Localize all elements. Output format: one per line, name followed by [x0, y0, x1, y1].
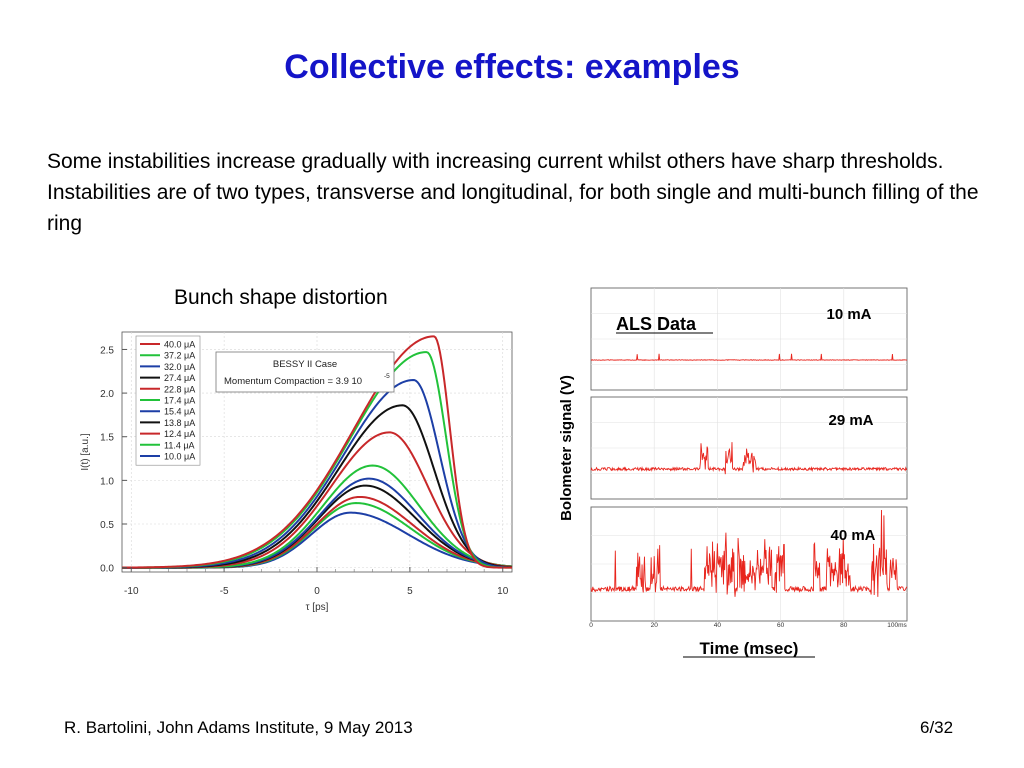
bunch-annotation-box: BESSY II Case Momentum Compaction = 3.9 1…	[215, 351, 395, 393]
bunch-y-axis-label: I(t) [a.u.]	[80, 433, 91, 470]
bunch-annotation-line1: BESSY II Case	[273, 359, 337, 370]
bunch-x-axis-label: τ [ps]	[306, 602, 329, 613]
bunch-x-tick-label: -10	[124, 586, 139, 597]
bunch-annotation-exponent: -5	[384, 373, 390, 380]
bunch-axes: 0.0 0.5 1.0 1.5 2.0 2.5 -10 -5 0 5 10 τ [ps] I(t) [a…	[80, 345, 509, 613]
bunch-x-tick-label: 5	[407, 586, 413, 597]
bunch-x-tick-label: -5	[220, 586, 229, 597]
bunch-y-tick-label: 0.5	[100, 520, 114, 531]
als-x-tick-label: 100ms	[887, 622, 907, 629]
bunch-y-tick-label: 1.5	[100, 433, 114, 444]
slide-title: Collective effects: examples	[284, 48, 740, 86]
als-axes: 0 20 40 60 80 100ms Time (msec) Bolometer signa…	[558, 375, 908, 658]
bunch-x-tick-label: 0	[314, 586, 320, 597]
bunch-curve	[121, 335, 513, 569]
als-trace	[590, 509, 908, 597]
als-panels: 10 mA 29 mA 40 mA ALS Data	[590, 287, 908, 622]
bunch-legend-label: 11.4 μA	[164, 440, 195, 450]
slide-body-text: Some instabilities increase gradually wi…	[47, 150, 979, 235]
als-trace	[590, 353, 908, 361]
als-panel-title: ALS Data	[616, 314, 697, 334]
als-x-tick-label: 40	[714, 622, 722, 629]
bunch-legend-label: 27.4 μA	[164, 373, 195, 383]
bunch-y-tick-label: 2.5	[100, 345, 114, 356]
als-y-axis-label: Bolometer signal (V)	[558, 375, 575, 521]
footer-author: R. Bartolini, John Adams Institute, 9 Ma…	[64, 718, 413, 737]
bunch-annotation-line2: Momentum Compaction = 3.9 10	[224, 376, 362, 387]
bunch-legend-label: 22.8 μA	[164, 384, 195, 394]
left-figure-caption: Bunch shape distortion	[174, 286, 388, 309]
bunch-legend-label: 12.4 μA	[164, 429, 195, 439]
bunch-annotation-frame	[215, 351, 395, 393]
bunch-y-tick-label: 1.0	[100, 476, 114, 487]
page-number: 6/32	[920, 718, 954, 737]
als-series-label: 29 mA	[828, 412, 873, 429]
bunch-legend-label: 10.0 μA	[164, 452, 195, 462]
bunch-x-tick-label: 10	[497, 586, 509, 597]
als-x-tick-label: 20	[651, 622, 659, 629]
bunch-shape-chart: 0.0 0.5 1.0 1.5 2.0 2.5 -10 -5 0 5 10 τ [ps] I(t) [a…	[80, 331, 513, 613]
als-trace	[590, 442, 908, 475]
bunch-legend-label: 15.4 μA	[164, 407, 195, 417]
bunch-y-tick-label: 2.0	[100, 389, 114, 400]
als-series-label: 40 mA	[830, 527, 875, 544]
als-x-tick-label: 0	[589, 622, 593, 629]
bunch-curves	[121, 335, 513, 569]
als-x-tick-label: 80	[840, 622, 848, 629]
als-x-axis-label: Time (msec)	[700, 639, 799, 658]
bunch-legend-label: 40.0 μA	[164, 340, 195, 350]
als-x-tick-label: 60	[777, 622, 785, 629]
bunch-legend-label: 37.2 μA	[164, 351, 195, 361]
bunch-legend-label: 13.8 μA	[164, 418, 195, 428]
als-series-label: 10 mA	[826, 306, 871, 323]
bunch-legend-label: 32.0 μA	[164, 362, 195, 372]
bunch-y-tick-label: 0.0	[100, 564, 114, 575]
bunch-legend-label: 17.4 μA	[164, 396, 195, 406]
als-bolometer-chart: 10 mA 29 mA 40 mA ALS Data 0 20 40 60 80 100ms Ti…	[558, 287, 908, 658]
